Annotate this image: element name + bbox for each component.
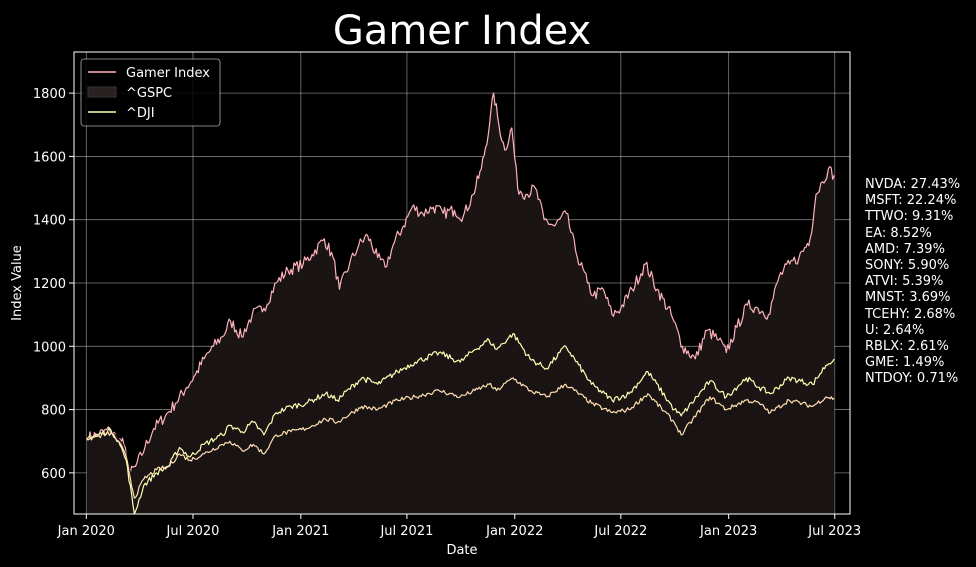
weight-label: EA: 8.52%	[865, 225, 932, 241]
series-area-gspc	[86, 362, 835, 514]
y-tick-label: 1600	[33, 150, 66, 165]
weight-label: GME: 1.49%	[865, 355, 945, 371]
x-tick-label: Jan 2021	[271, 524, 329, 539]
weight-label: SONY: 5.90%	[865, 258, 950, 274]
legend-label: Gamer Index	[126, 66, 210, 81]
legend-label: ^GSPC	[126, 86, 172, 101]
weight-label: U: 2.64%	[865, 322, 925, 338]
x-tick-label: Jul 2023	[807, 524, 861, 539]
plot-area	[86, 92, 835, 515]
weight-label: MSFT: 22.24%	[865, 193, 957, 209]
y-tick-label: 1800	[33, 87, 66, 102]
weights-annotation: NVDA: 27.43% MSFT: 22.24% TTWO: 9.31% EA: 8…	[865, 177, 960, 388]
x-tick-label: Jan 2020	[57, 524, 115, 539]
weight-label: NTDOY: 0.71%	[865, 371, 959, 387]
y-axis-ticks: 600 800 1000 1200 1400 1600 1800	[33, 87, 74, 482]
legend: Gamer Index ^GSPC ^DJI	[80, 58, 221, 127]
y-tick-label: 800	[41, 404, 66, 419]
weight-label: RBLX: 2.61%	[865, 339, 949, 355]
legend-label: ^DJI	[126, 106, 155, 121]
x-tick-label: Jul 2022	[593, 524, 647, 539]
y-tick-label: 1200	[33, 277, 66, 292]
weight-label: TCEHY: 2.68%	[865, 306, 956, 322]
x-axis-ticks: Jan 2020 Jul 2020 Jan 2021 Jul 2021 Jan 2022…	[57, 514, 861, 539]
chart-title: Gamer Index	[333, 8, 591, 54]
y-tick-label: 600	[41, 467, 66, 482]
legend-box	[80, 58, 221, 127]
y-tick-label: 1400	[33, 214, 66, 229]
weight-label: MNST: 3.69%	[865, 290, 951, 306]
x-tick-label: Jul 2020	[166, 524, 220, 539]
x-tick-label: Jan 2022	[485, 524, 543, 539]
weight-label: TTWO: 9.31%	[865, 209, 954, 225]
x-axis-label: Date	[446, 543, 477, 558]
x-tick-label: Jul 2021	[379, 524, 433, 539]
weight-label: NVDA: 27.43%	[865, 177, 961, 192]
weight-label: AMD: 7.39%	[865, 241, 945, 257]
series-line--dji	[86, 333, 835, 515]
y-axis-label: Index Value	[10, 245, 25, 321]
series-line-composite-3	[86, 377, 835, 499]
weight-label: ATVI: 5.39%	[865, 274, 944, 290]
y-tick-label: 1000	[33, 340, 66, 355]
x-tick-label: Jan 2023	[699, 524, 757, 539]
legend-swatch-area	[87, 86, 117, 98]
series-line-gamer-index	[86, 92, 835, 474]
